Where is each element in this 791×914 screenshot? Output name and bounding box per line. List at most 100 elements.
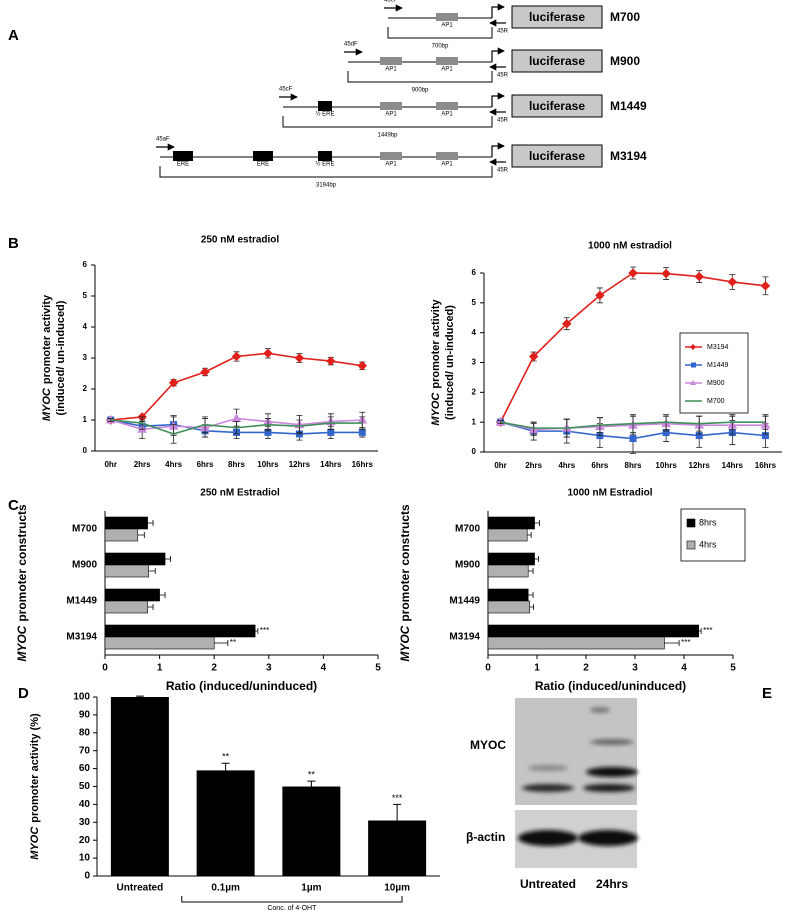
element-label: AP1 [441,112,453,118]
y-label-line: MYOC promoter activity [41,294,53,421]
x-tick-label: 4 [681,663,687,674]
construct-name: M1449 [610,99,647,113]
y-label-text: promoter constructs [398,504,412,622]
y-tick-label: 60 [79,763,91,774]
y-label-line: MYOC promoter activity (%) [29,713,41,860]
reporter-box [511,144,603,168]
reverse-primer-label: 45R [497,73,509,79]
y-tick-label: 70 [79,745,91,756]
element-label: AP1 [441,67,453,73]
y-axis-label: MYOC promoter activity (%) [29,713,41,860]
x-tick-label: 0.1µm [211,883,240,894]
y-label-text: promoter activity (%) [29,713,41,823]
y-tick-label: 4 [472,328,477,337]
marker [629,435,637,443]
blot-lane-label: 24hrs [596,877,628,891]
promoter-arrow [491,47,505,62]
ap1-element [436,13,458,21]
error-bar [107,418,114,422]
y-label-text: promoter activity [41,294,53,384]
y-tick-label: M900 [72,560,97,571]
x-tick-label: 5 [730,663,736,674]
bar [104,588,160,602]
blot-band [590,739,634,745]
y-tick-label: 0 [83,446,88,455]
bar [487,588,529,602]
element-label: ERE [257,162,269,168]
panel-label: B [8,235,19,252]
bar [196,770,255,876]
reporter-label: luciferase [529,149,585,163]
legend-label: M900 [707,380,725,387]
y-tick-label: M1449 [449,596,480,607]
y-tick-label: M700 [455,524,480,535]
error-bar [159,592,166,598]
y-label-italic: MYOC [29,826,41,860]
error-bar [393,803,402,821]
bar [368,820,427,876]
blot-band [583,784,635,792]
y-tick-label: 5 [472,298,477,307]
blot-band [522,784,574,792]
reporter-label: luciferase [529,99,585,113]
bracket [181,896,403,903]
x-tick-label: 4hrs [165,460,182,469]
y-tick-label: 6 [472,268,477,277]
error-bar [214,640,229,646]
marker [628,268,638,278]
x-tick-label: 14hrs [320,460,342,469]
error-bar [148,568,156,574]
y-tick-label: 1 [83,415,88,424]
significance-label: ** [230,638,236,647]
y-label-italic: MYOC [15,625,29,661]
error-bar [147,520,154,526]
bar [487,552,535,566]
error-bar [528,592,534,598]
bar [104,636,215,650]
ap1-element [436,57,458,65]
forward-primer-label: 45aF [156,137,170,143]
marker [727,277,738,287]
y-axis-label: MYOC promoter activity (induced/ un-induce… [41,294,67,421]
y-axis-label: MYOC promoter constructs [15,504,29,662]
x-tick-label: 16hrs [352,460,374,469]
x-tick-label: 6hrs [197,460,214,469]
bar [104,516,148,530]
y-label-line: MYOC promoter constructs [398,504,412,662]
x-tick-label: 2 [583,663,589,674]
bar [487,636,665,650]
y-tick-label: 50 [79,781,91,792]
significance-label: *** [260,626,269,635]
x-tick-label: 8hrs [228,460,245,469]
legend-marker [691,362,696,368]
marker [326,356,336,366]
y-tick-label: 3 [83,353,88,362]
y-tick-label: 0 [472,447,477,456]
y-tick-label: M700 [72,524,97,535]
y-label-line: MYOC promoter activity [430,298,442,425]
reporter-box [511,94,603,118]
y-label-italic: MYOC [41,387,53,421]
x-tick-label: 0 [102,663,108,674]
y-label-italic: MYOC [398,625,412,661]
construct-name: M700 [610,10,640,24]
x-axis-label: Ratio (induced/uninduced) [535,679,686,693]
construct-name: M3194 [610,149,647,163]
legend-label: M700 [707,398,725,405]
marker [358,428,366,436]
chart-title: 1000 nM estradiol [588,241,672,252]
forward-primer-label: 45cF [279,87,293,93]
x-tick-label: 6hrs [591,461,608,470]
bracket-label: Conc. of 4-OHT [267,905,317,912]
reporter-label: luciferase [529,10,585,24]
legend-swatch [686,540,696,550]
y-label-line: (induced/ un-induced) [444,305,456,420]
x-tick-label: 5 [375,663,381,674]
y-tick-label: 2 [472,387,477,396]
x-tick-label: 3 [266,663,272,674]
chart-title: 250 nM estradiol [201,235,280,246]
forward-primer-label: 45eF [384,0,398,4]
reporter-label: luciferase [529,54,585,68]
marker [694,271,704,282]
